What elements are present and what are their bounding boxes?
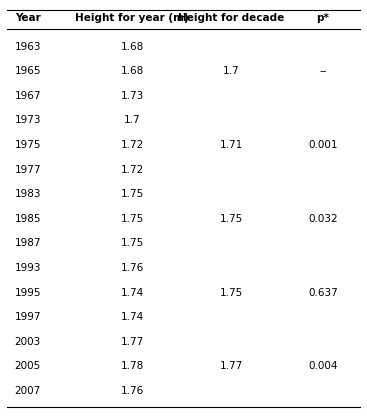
- Text: 1.75: 1.75: [120, 214, 144, 224]
- Text: 1.7: 1.7: [223, 66, 240, 76]
- Text: 1985: 1985: [15, 214, 41, 224]
- Text: Height for decade: Height for decade: [178, 13, 284, 23]
- Text: 1965: 1965: [15, 66, 41, 76]
- Text: 1.71: 1.71: [219, 140, 243, 150]
- Text: 1.77: 1.77: [219, 362, 243, 372]
- Text: 0.032: 0.032: [308, 214, 338, 224]
- Text: Year: Year: [15, 13, 40, 23]
- Text: Height for year (m): Height for year (m): [75, 13, 189, 23]
- Text: 1.74: 1.74: [120, 288, 144, 298]
- Text: 1997: 1997: [15, 312, 41, 322]
- Text: 2007: 2007: [15, 386, 41, 396]
- Text: 1.7: 1.7: [124, 116, 141, 126]
- Text: 1.74: 1.74: [120, 312, 144, 322]
- Text: 1963: 1963: [15, 42, 41, 52]
- Text: 0.637: 0.637: [308, 288, 338, 298]
- Text: 1967: 1967: [15, 91, 41, 101]
- Text: 1.73: 1.73: [120, 91, 144, 101]
- Text: 1.76: 1.76: [120, 263, 144, 273]
- Text: 1.78: 1.78: [120, 362, 144, 372]
- Text: 1.76: 1.76: [120, 386, 144, 396]
- Text: 1.77: 1.77: [120, 337, 144, 347]
- Text: 1.68: 1.68: [120, 42, 144, 52]
- Text: --: --: [319, 66, 327, 76]
- Text: 1.75: 1.75: [219, 214, 243, 224]
- Text: 0.001: 0.001: [308, 140, 338, 150]
- Text: 1.75: 1.75: [120, 189, 144, 199]
- Text: 1.68: 1.68: [120, 66, 144, 76]
- Text: 1975: 1975: [15, 140, 41, 150]
- Text: 1995: 1995: [15, 288, 41, 298]
- Text: 0.004: 0.004: [308, 362, 338, 372]
- Text: 1.75: 1.75: [219, 288, 243, 298]
- Text: 1973: 1973: [15, 116, 41, 126]
- Text: 1983: 1983: [15, 189, 41, 199]
- Text: 1.72: 1.72: [120, 165, 144, 175]
- Text: 1993: 1993: [15, 263, 41, 273]
- Text: p*: p*: [316, 13, 330, 23]
- Text: 1987: 1987: [15, 239, 41, 249]
- Text: 1977: 1977: [15, 165, 41, 175]
- Text: 1.72: 1.72: [120, 140, 144, 150]
- Text: 2005: 2005: [15, 362, 41, 372]
- Text: 2003: 2003: [15, 337, 41, 347]
- Text: 1.75: 1.75: [120, 239, 144, 249]
